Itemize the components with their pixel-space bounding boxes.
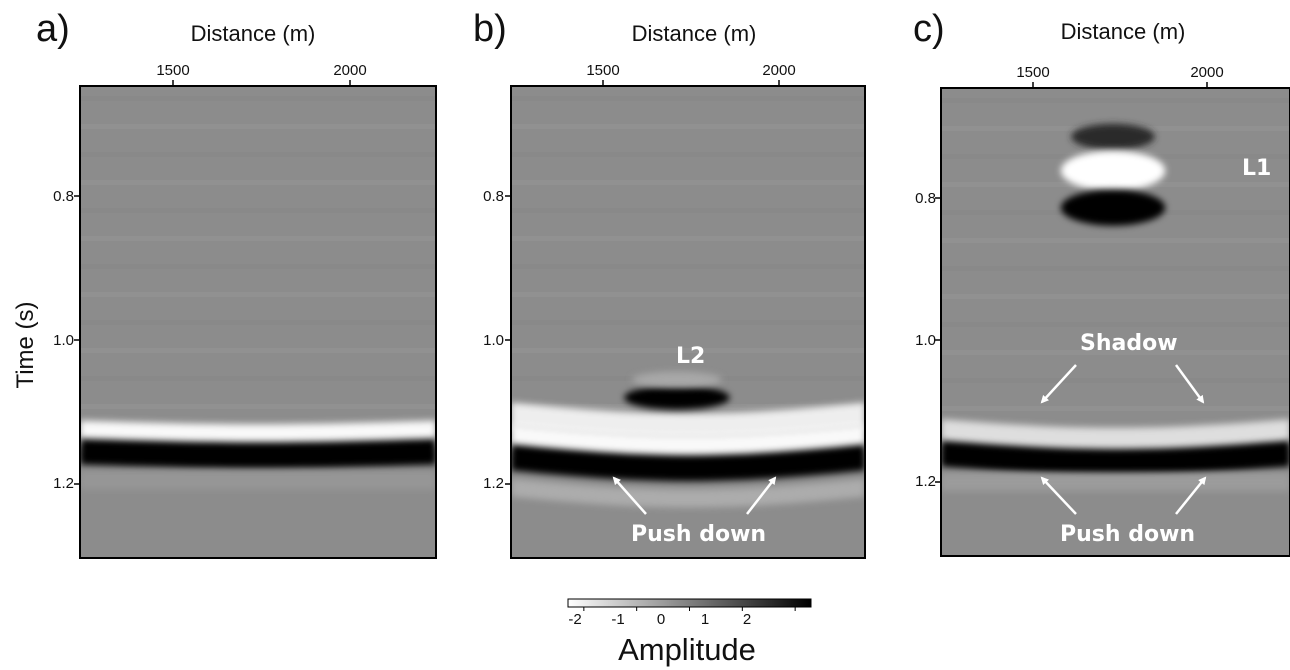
panel-c-letter: c) [913, 8, 945, 50]
noise-band [80, 208, 436, 213]
panel-c-reflector-1 [941, 419, 1290, 454]
panel-c-xlabel: Distance (m) [1060, 19, 1186, 44]
panel-c-ytick-1.0: 1.0 [915, 332, 936, 349]
panel-a-letter: a) [36, 8, 70, 50]
noise-band [80, 236, 436, 241]
panel-c-xtick-2000: 2000 [1190, 64, 1224, 81]
colorbar [567, 598, 812, 608]
panel-c-ytick-0.8: 0.8 [915, 190, 936, 207]
panel-b-plot [505, 80, 866, 559]
panel-b-ytick-0.8: 0.8 [483, 188, 504, 205]
panel-c-plot [935, 82, 1290, 557]
annotation-push-down-b: Push down [631, 522, 767, 547]
noise-band [941, 322, 1290, 327]
noise-band [80, 376, 436, 381]
arrow-push-down-b-left [612, 476, 647, 515]
panel-b-xlabel: Distance (m) [631, 21, 757, 46]
colorbar-tick-0: 0 [656, 611, 666, 628]
panel-b-reflector-3 [511, 444, 865, 482]
panel-c-ytick-1.2: 1.2 [915, 473, 936, 490]
lens-l2 [624, 385, 730, 410]
panel-a-xtick-2000: 2000 [333, 62, 367, 79]
noise-band [80, 348, 436, 353]
panel-b-reflector-4 [511, 478, 865, 508]
annotation-shadow: Shadow [1080, 331, 1178, 356]
arrow-shadow-right [1174, 364, 1205, 404]
noise-band [511, 96, 865, 101]
panel-c-xtick-1500: 1500 [1016, 64, 1050, 81]
noise-band [941, 350, 1290, 355]
arrow-shadow-left [1040, 364, 1077, 404]
annotation-l2: L2 [676, 344, 706, 369]
colorbar-tick-2: 2 [742, 611, 752, 628]
noise-band [80, 180, 436, 185]
noise-band [80, 264, 436, 269]
panel-b-reflector-2 [511, 424, 865, 461]
panel-b-reflector-1 [511, 402, 865, 440]
noise-band [941, 378, 1290, 383]
lens-l1-black-band [1060, 189, 1166, 226]
lens-l1-top-band [1071, 123, 1155, 150]
noise-band [511, 208, 865, 213]
noise-band [511, 236, 865, 241]
panel-a-ytick-1.2: 1.2 [53, 475, 74, 492]
noise-band [941, 266, 1290, 271]
noise-band [511, 292, 865, 297]
noise-band [941, 294, 1290, 299]
noise-band [80, 96, 436, 101]
noise-band [80, 292, 436, 297]
panel-a-frame [79, 85, 437, 559]
colorbar-tick-neg2: -2 [568, 611, 582, 628]
noise-band [80, 152, 436, 157]
panel-c-frame [940, 87, 1290, 557]
panel-a-plot [74, 80, 437, 559]
arrow-push-down-b-right [746, 476, 777, 515]
y-axis-label: Time (s) [12, 301, 39, 389]
annotation-l1: L1 [1242, 156, 1272, 181]
panel-a-reflector-2 [80, 438, 436, 469]
panel-b-xtick-1500: 1500 [586, 62, 620, 79]
panel-a-ytick-0.8: 0.8 [53, 188, 74, 205]
arrow-push-down-c-right [1175, 476, 1207, 515]
panel-a-ytick-1.0: 1.0 [53, 332, 74, 349]
panel-b-frame [510, 85, 866, 559]
panel-b-xtick-2000: 2000 [762, 62, 796, 79]
noise-band [941, 238, 1290, 243]
noise-band [511, 180, 865, 185]
noise-band [511, 264, 865, 269]
panel-b-ytick-1.0: 1.0 [483, 332, 504, 349]
panel-b-ytick-1.2: 1.2 [483, 475, 504, 492]
noise-band [80, 320, 436, 325]
noise-band [941, 406, 1290, 411]
panel-a-xtick-1500: 1500 [156, 62, 190, 79]
noise-band [511, 124, 865, 129]
noise-band [80, 124, 436, 129]
colorbar-title: Amplitude [618, 632, 756, 667]
lens-l2-halo [632, 371, 722, 388]
panel-b-letter: b) [473, 8, 507, 50]
panel-a-reflector-3 [80, 471, 436, 490]
panel-c-reflector-3 [941, 473, 1290, 491]
noise-band [511, 320, 865, 325]
annotation-push-down-c: Push down [1060, 522, 1196, 547]
noise-band [511, 152, 865, 157]
noise-band [80, 404, 436, 409]
panel-a-xlabel: Distance (m) [190, 21, 316, 46]
colorbar-tick-1: 1 [700, 611, 710, 628]
colorbar-tick-neg1: -1 [611, 611, 625, 628]
lens-l1-white-band [1060, 150, 1166, 191]
panel-c-reflector-2 [941, 440, 1290, 476]
noise-band [941, 98, 1290, 103]
noise-band [511, 348, 865, 353]
arrow-push-down-c-left [1040, 476, 1077, 515]
